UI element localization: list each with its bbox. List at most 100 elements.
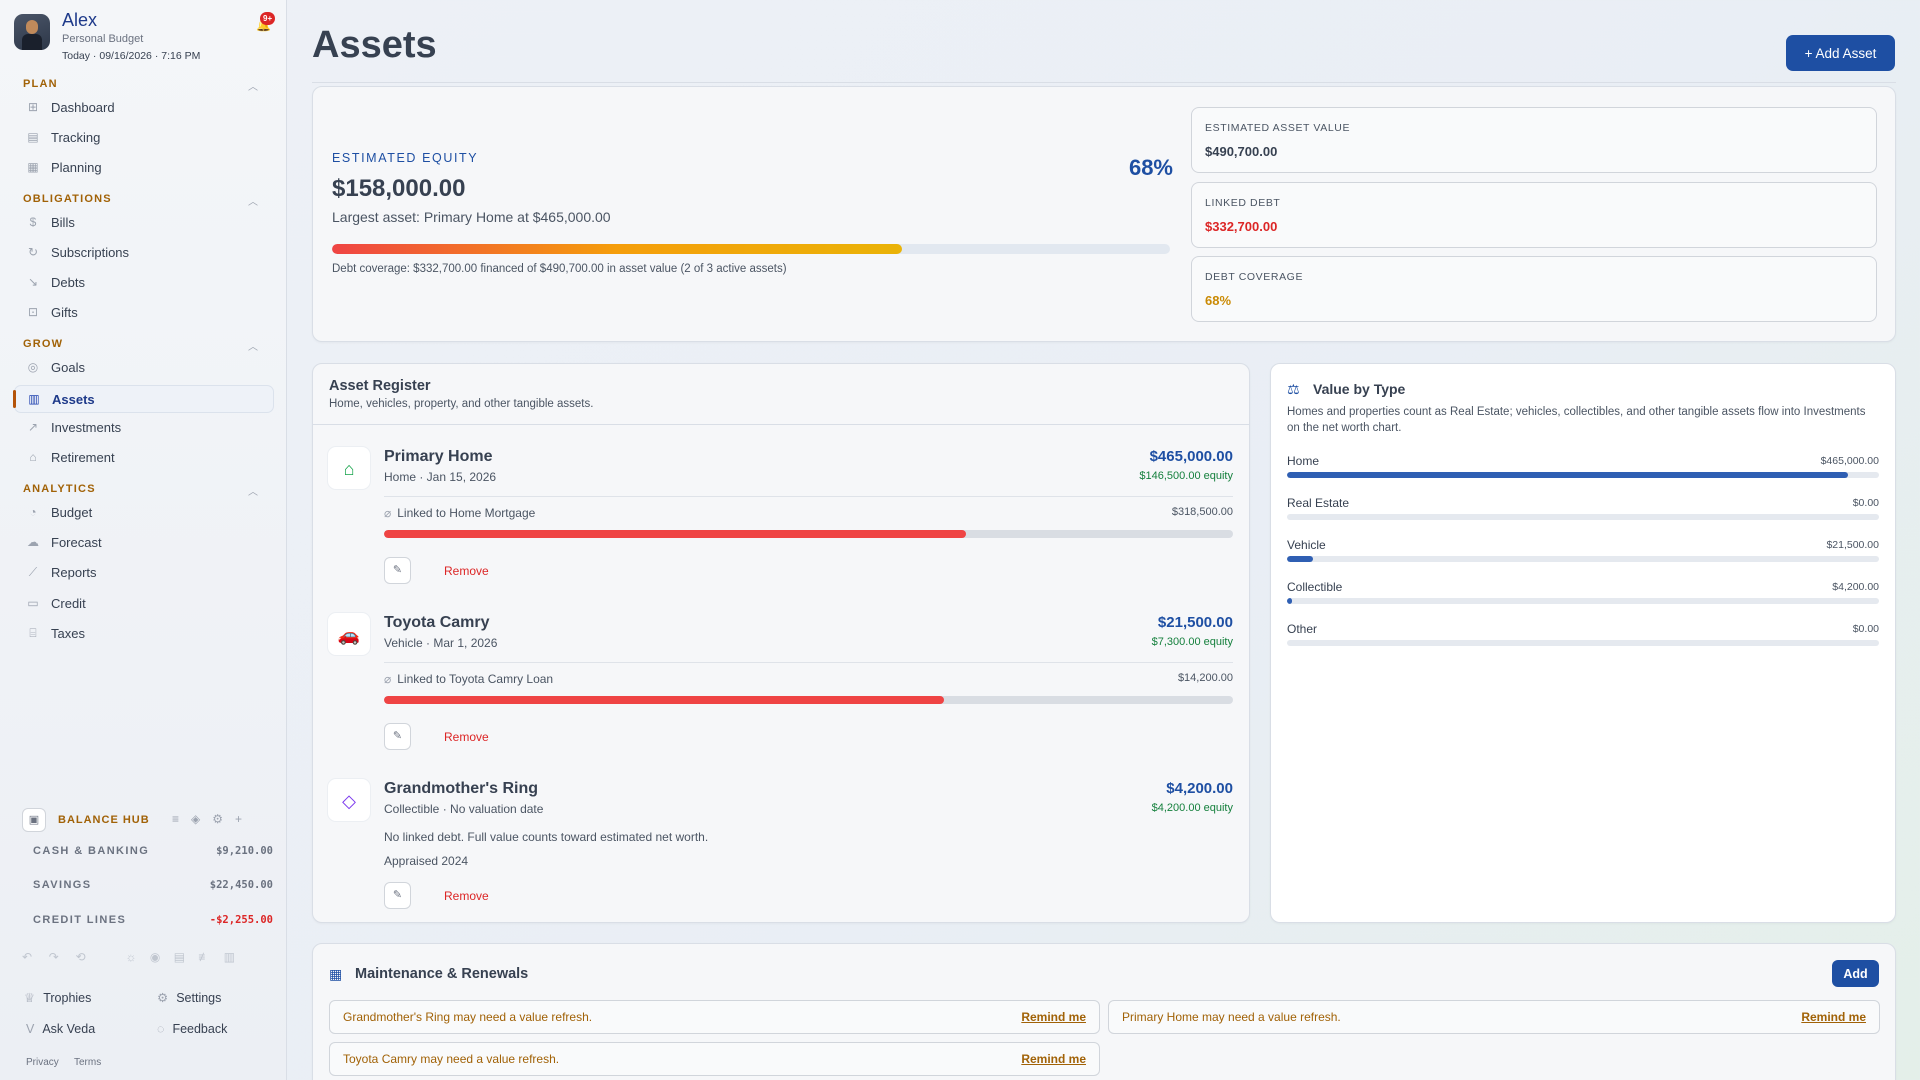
- section-analytics[interactable]: ANALYTICS: [23, 483, 96, 495]
- terms-link[interactable]: Terms: [74, 1057, 102, 1068]
- type-bar-fill: [1287, 472, 1849, 478]
- card-icon: ▭: [27, 596, 39, 610]
- edit-button[interactable]: ✎: [384, 557, 411, 584]
- trophies-link[interactable]: ♕ Trophies: [24, 990, 91, 1005]
- remove-button[interactable]: Remove: [444, 730, 489, 744]
- balance-row-cash[interactable]: CASH & BANKING $9,210.00: [33, 842, 273, 862]
- line-chart-icon: ⟋: [28, 565, 38, 579]
- scale-icon: ⚖: [1287, 381, 1300, 397]
- sidebar-item-gifts[interactable]: ⊡ Gifts: [14, 299, 274, 327]
- remind-me-link[interactable]: Remind me: [1801, 1010, 1866, 1024]
- sidebar-item-planning[interactable]: ▦ Planning: [14, 154, 274, 182]
- target-icon: ◎: [27, 360, 39, 374]
- sidebar-item-subscriptions[interactable]: ↻ Subscriptions: [14, 239, 274, 267]
- undo-icon[interactable]: ↶: [22, 950, 33, 964]
- debt-coverage-note: Debt coverage: $332,700.00 financed of $…: [332, 263, 787, 275]
- edit-button[interactable]: ✎: [384, 723, 411, 750]
- type-bar-fill: [1287, 598, 1293, 604]
- value-by-type-title: Value by Type: [1313, 381, 1406, 397]
- paperclip-icon: ⌀: [384, 672, 392, 686]
- sun-icon[interactable]: ☼: [125, 950, 137, 964]
- section-grow[interactable]: GROW: [23, 338, 64, 350]
- history-icon[interactable]: ⟲: [75, 950, 86, 964]
- sidebar-item-tracking[interactable]: ▤ Tracking: [14, 124, 274, 152]
- sidebar-item-bills[interactable]: $ Bills: [14, 209, 274, 237]
- settings-link[interactable]: ⚙ Settings: [157, 990, 221, 1005]
- sidebar-item-label: Gifts: [51, 305, 78, 320]
- sidebar-item-dashboard[interactable]: ⊞ Dashboard: [14, 94, 274, 122]
- sidebar-item-assets[interactable]: ▥ Assets: [13, 385, 274, 413]
- building-icon: ▥: [28, 392, 40, 406]
- sidebar-item-label: Credit: [51, 596, 86, 611]
- debt-progress-bar: [384, 530, 1233, 538]
- balance-row-savings[interactable]: SAVINGS $22,450.00: [33, 876, 273, 896]
- debt-progress-bar: [384, 696, 1233, 704]
- sidebar-item-label: Taxes: [51, 626, 85, 641]
- asset-register-title: Asset Register: [329, 378, 431, 394]
- sidebar-item-retirement[interactable]: ⌂ Retirement: [14, 444, 274, 472]
- plus-icon[interactable]: +: [235, 812, 255, 826]
- linked-debt-label: Linked to Toyota Camry Loan: [397, 672, 554, 686]
- trend-icon: ↗: [27, 420, 39, 434]
- calendar-clock-icon: ▦: [329, 966, 343, 982]
- edit-button[interactable]: ✎: [384, 882, 411, 909]
- notification-button[interactable]: 🔔 9+: [254, 12, 276, 32]
- remind-me-link[interactable]: Remind me: [1021, 1010, 1086, 1024]
- stat-label: LINKED DEBT: [1205, 197, 1281, 209]
- chevron-up-icon[interactable]: ︿: [248, 487, 258, 498]
- type-value: $4,200.00: [1832, 581, 1879, 593]
- asset-name: Grandmother's Ring: [384, 780, 539, 797]
- sidebar-item-budget[interactable]: ◔ Budget: [14, 499, 274, 527]
- remind-me-link[interactable]: Remind me: [1021, 1052, 1086, 1066]
- eye-icon[interactable]: ◉: [149, 950, 161, 964]
- remove-button[interactable]: Remove: [444, 889, 489, 903]
- add-asset-button[interactable]: + Add Asset: [1786, 35, 1895, 71]
- sidebar-item-taxes[interactable]: ⌸ Taxes: [14, 620, 274, 648]
- sidebar-item-credit[interactable]: ▭ Credit: [14, 590, 274, 618]
- linked-debt-amount: $14,200.00: [1177, 672, 1233, 684]
- asset-register-subtitle: Home, vehicles, property, and other tang…: [329, 398, 594, 410]
- grid-icon: ⊞: [27, 100, 39, 114]
- balance-value: $22,450.00: [209, 879, 273, 891]
- gear-icon[interactable]: ⚙: [212, 812, 236, 826]
- gear-icon: ⚙: [157, 991, 169, 1005]
- divider: [384, 662, 1233, 663]
- wallet-icon[interactable]: ▣: [22, 808, 46, 832]
- equity-label: ESTIMATED EQUITY: [332, 151, 479, 165]
- chevron-up-icon[interactable]: ︿: [248, 342, 258, 353]
- balance-value: -$2,255.00: [209, 914, 273, 926]
- profile-block[interactable]: Alex Personal Budget Today · 09/16/2026 …: [14, 10, 276, 64]
- balance-row-credit[interactable]: CREDIT LINES -$2,255.00: [33, 911, 273, 931]
- chevron-up-icon[interactable]: ︿: [248, 82, 258, 93]
- layers-icon[interactable]: ◈: [191, 812, 213, 826]
- sidebar-item-debts[interactable]: ↘ Debts: [14, 269, 274, 297]
- sidebar-item-investments[interactable]: ↗ Investments: [14, 414, 274, 442]
- sidebar-item-label: Reports: [51, 565, 97, 580]
- section-obligations[interactable]: OBLIGATIONS: [23, 193, 112, 205]
- database-icon[interactable]: ▤: [173, 950, 186, 964]
- header-divider: [312, 82, 1896, 83]
- trophies-label: Trophies: [43, 991, 92, 1005]
- section-plan[interactable]: PLAN: [23, 78, 58, 90]
- feedback-link[interactable]: ◌ Feedback: [157, 1022, 227, 1036]
- redo-icon[interactable]: ↷: [48, 950, 59, 964]
- filter-icon[interactable]: ≡: [172, 812, 192, 826]
- linked-debt-amount: $318,500.00: [1171, 506, 1233, 518]
- sidebar-item-goals[interactable]: ◎ Goals: [14, 354, 274, 382]
- equity-summary-card: ESTIMATED EQUITY $158,000.00 68% Largest…: [312, 86, 1896, 342]
- chat-icon: ◌: [157, 1022, 165, 1036]
- chevron-up-icon[interactable]: ︿: [248, 197, 258, 208]
- maintenance-card: ▦ Maintenance & Renewals Add Grandmother…: [312, 943, 1896, 1080]
- panel-icon[interactable]: ▥: [223, 950, 236, 964]
- pencil-icon: ✎: [392, 889, 403, 901]
- sidebar-item-forecast[interactable]: ☁ Forecast: [14, 529, 274, 557]
- remove-button[interactable]: Remove: [444, 564, 489, 578]
- add-reminder-button[interactable]: Add: [1832, 960, 1879, 987]
- balance-hub-tools[interactable]: ≡◈⚙+: [172, 812, 254, 826]
- sliders-icon[interactable]: ≢: [198, 950, 211, 964]
- ask-veda-link[interactable]: V Ask Veda: [26, 1022, 95, 1036]
- sidebar-item-label: Subscriptions: [51, 245, 130, 260]
- privacy-link[interactable]: Privacy: [26, 1057, 59, 1068]
- sidebar-item-reports[interactable]: ⟋ Reports: [14, 559, 274, 587]
- pencil-icon: ✎: [392, 564, 403, 576]
